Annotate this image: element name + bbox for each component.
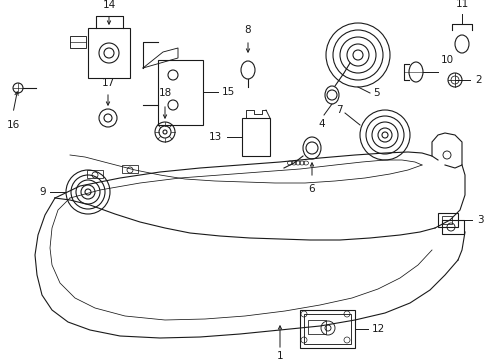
Text: 11: 11 bbox=[454, 0, 468, 9]
Text: 4: 4 bbox=[318, 119, 325, 129]
Text: 7: 7 bbox=[336, 105, 342, 115]
Text: 1: 1 bbox=[276, 351, 283, 360]
Bar bbox=[307, 320, 325, 334]
Bar bbox=[122, 165, 138, 173]
Bar bbox=[242, 118, 269, 156]
Bar bbox=[441, 220, 463, 234]
Text: 13: 13 bbox=[208, 132, 222, 142]
Text: 6: 6 bbox=[308, 184, 315, 194]
Text: 18: 18 bbox=[158, 88, 171, 98]
Bar bbox=[299, 310, 354, 348]
Text: 16: 16 bbox=[6, 120, 20, 130]
Bar bbox=[304, 314, 350, 344]
Bar bbox=[88, 28, 130, 78]
Text: 14: 14 bbox=[102, 0, 115, 10]
Text: 3: 3 bbox=[476, 215, 483, 225]
Bar bbox=[87, 170, 103, 178]
Text: 10: 10 bbox=[440, 55, 453, 65]
Text: 9: 9 bbox=[40, 187, 46, 197]
Bar bbox=[441, 216, 451, 224]
Text: 8: 8 bbox=[244, 25, 251, 35]
Text: 15: 15 bbox=[222, 87, 235, 97]
Bar bbox=[70, 36, 86, 48]
Text: 17: 17 bbox=[101, 78, 114, 88]
Bar bbox=[437, 213, 457, 227]
Text: 12: 12 bbox=[371, 324, 385, 334]
Bar bbox=[158, 60, 203, 125]
Text: 2: 2 bbox=[474, 75, 481, 85]
Text: 5: 5 bbox=[372, 88, 379, 98]
